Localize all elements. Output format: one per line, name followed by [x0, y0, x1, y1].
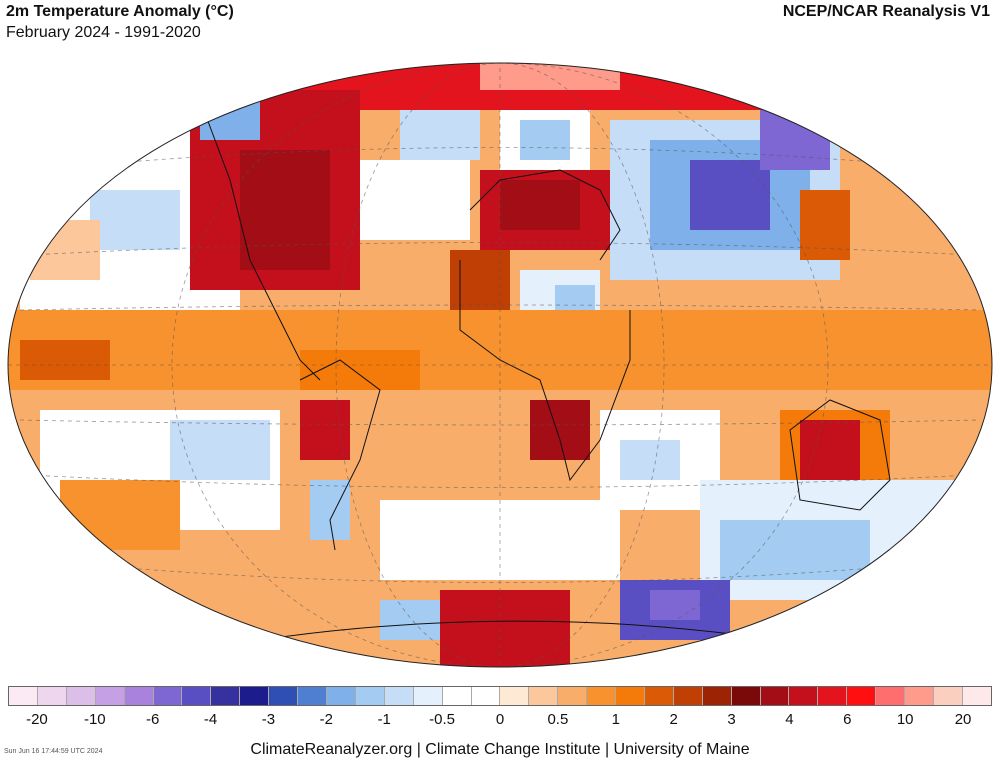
color-scale-tick-label: -0.5	[429, 711, 456, 728]
color-swatch	[326, 687, 356, 705]
color-swatch	[153, 687, 183, 705]
color-scale-tick-label: -2	[319, 711, 334, 728]
color-swatch	[616, 687, 645, 705]
color-swatch	[124, 687, 154, 705]
color-swatch	[644, 687, 674, 705]
color-scale-tick-label: 1	[611, 711, 620, 728]
color-swatch	[9, 687, 38, 705]
color-swatch	[413, 687, 443, 705]
color-swatch	[731, 687, 761, 705]
color-scale-tick-label: 4	[785, 711, 794, 728]
data-source-label: NCEP/NCAR Reanalysis V1	[782, 3, 990, 20]
color-swatch	[876, 687, 906, 705]
color-scale-tick-label: 0	[495, 711, 505, 728]
map-title: 2m Temperature Anomaly (°C)	[6, 3, 234, 20]
color-swatch	[500, 687, 530, 705]
color-scale-tick-label: -1	[377, 711, 391, 728]
color-swatch	[702, 687, 732, 705]
color-swatch	[962, 687, 991, 705]
color-swatch	[37, 687, 67, 705]
color-scale-tick-label: 10	[896, 711, 914, 728]
color-scale-ticks: -20 -10 -6 -4 -3 -2 -1 -0.5 0 0.5 1 2 3 4 6 10 20	[8, 711, 992, 731]
color-swatch	[298, 687, 327, 705]
color-swatch	[442, 687, 472, 705]
color-scale-tick-label: -4	[203, 711, 218, 728]
color-swatch	[934, 687, 963, 705]
color-swatch	[818, 687, 848, 705]
color-scale-bar	[8, 686, 992, 706]
color-swatch	[760, 687, 790, 705]
color-swatch	[269, 687, 299, 705]
color-swatch	[66, 687, 96, 705]
color-swatch	[182, 687, 212, 705]
credits-footer: ClimateReanalyzer.org | Climate Change I…	[250, 741, 750, 758]
color-swatch	[211, 687, 241, 705]
color-swatch	[905, 687, 934, 705]
color-swatch	[789, 687, 819, 705]
color-swatch	[95, 687, 125, 705]
color-swatch	[240, 687, 270, 705]
color-swatch	[587, 687, 617, 705]
color-swatch	[673, 687, 703, 705]
color-swatch	[847, 687, 877, 705]
map-subtitle: February 2024 - 1991-2020	[6, 24, 201, 41]
color-scale-tick-label: 6	[843, 711, 852, 728]
color-scale-tick-label: 20	[954, 711, 972, 728]
color-swatch	[384, 687, 414, 705]
color-scale-tick-label: -3	[261, 711, 276, 728]
color-scale-tick-label: -10	[83, 711, 106, 728]
timestamp-label: Sun Jun 16 17:44:59 UTC 2024	[4, 748, 103, 755]
color-swatch	[529, 687, 559, 705]
color-swatch	[558, 687, 588, 705]
color-swatch	[355, 687, 385, 705]
color-scale-tick-label: 2	[669, 711, 678, 728]
color-swatch	[471, 687, 501, 705]
color-scale-tick-label: 0.5	[547, 711, 569, 728]
temperature-anomaly-map	[0, 60, 1000, 670]
color-scale-tick-label: -20	[26, 711, 48, 728]
color-scale-tick-label: 3	[727, 711, 736, 728]
color-scale-tick-label: -6	[146, 711, 160, 728]
